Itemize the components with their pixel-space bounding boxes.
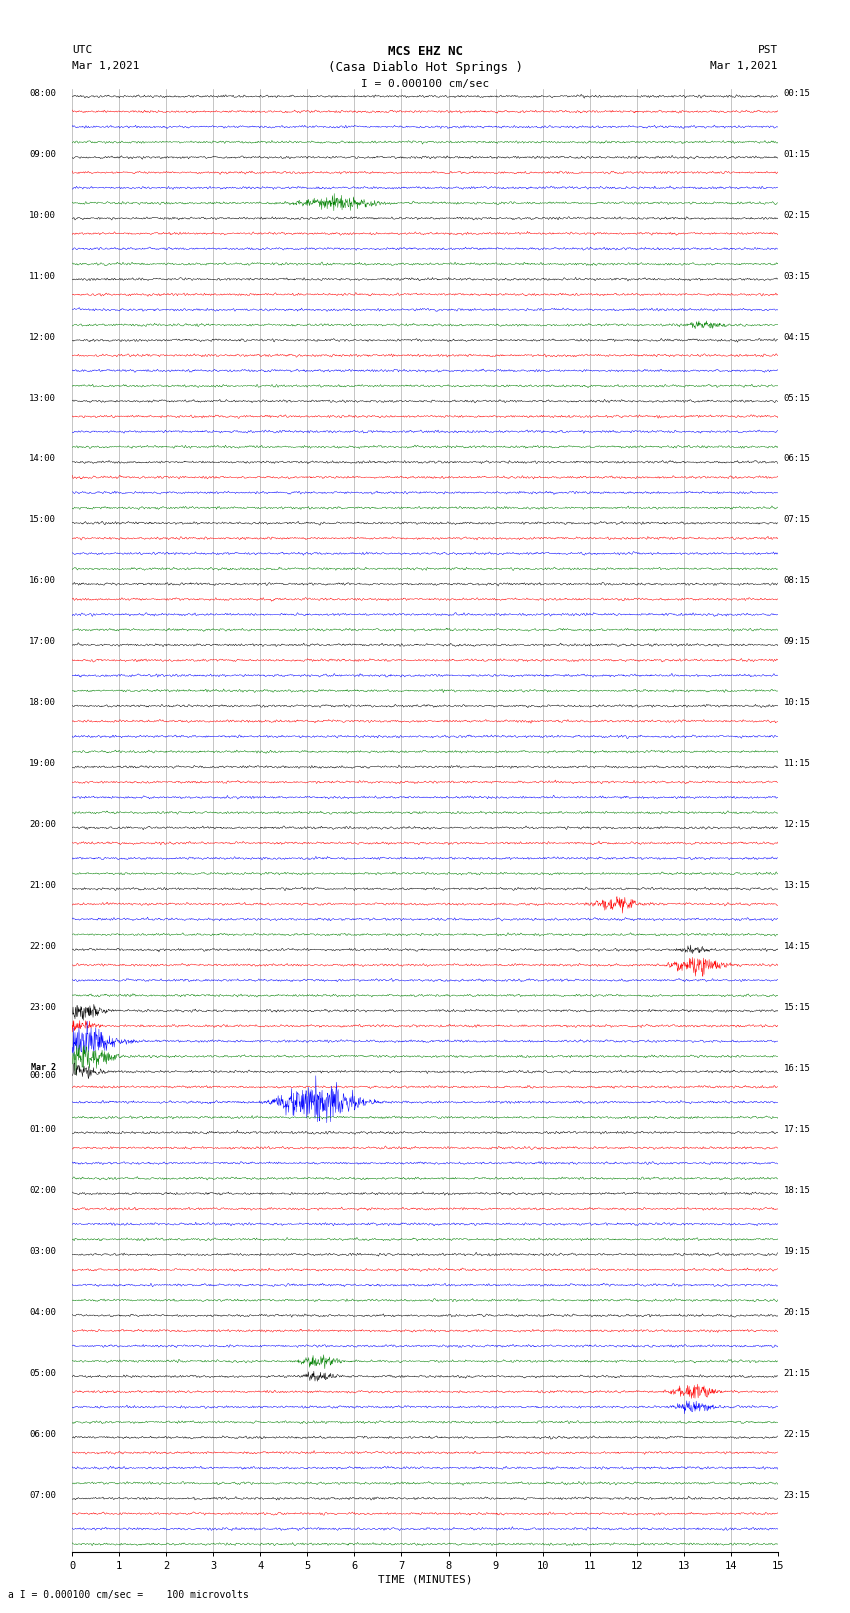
Text: 23:15: 23:15 [784, 1490, 810, 1500]
Text: 16:00: 16:00 [29, 576, 56, 586]
Text: 14:00: 14:00 [29, 455, 56, 463]
Text: 05:00: 05:00 [29, 1369, 56, 1378]
Text: 03:15: 03:15 [784, 271, 810, 281]
Text: 02:00: 02:00 [29, 1186, 56, 1195]
Text: 20:15: 20:15 [784, 1308, 810, 1316]
Text: 00:00: 00:00 [29, 1071, 56, 1079]
Text: (Casa Diablo Hot Springs ): (Casa Diablo Hot Springs ) [327, 61, 523, 74]
Text: 11:15: 11:15 [784, 760, 810, 768]
Text: 22:00: 22:00 [29, 942, 56, 952]
Text: 10:00: 10:00 [29, 211, 56, 219]
Text: PST: PST [757, 45, 778, 55]
Text: 06:15: 06:15 [784, 455, 810, 463]
Text: 13:15: 13:15 [784, 881, 810, 890]
Text: 08:00: 08:00 [29, 89, 56, 98]
Text: 21:15: 21:15 [784, 1369, 810, 1378]
Text: 01:15: 01:15 [784, 150, 810, 158]
Text: 16:15: 16:15 [784, 1065, 810, 1073]
Text: 22:15: 22:15 [784, 1429, 810, 1439]
Text: I = 0.000100 cm/sec: I = 0.000100 cm/sec [361, 79, 489, 89]
Text: 21:00: 21:00 [29, 881, 56, 890]
X-axis label: TIME (MINUTES): TIME (MINUTES) [377, 1574, 473, 1586]
Text: MCS EHZ NC: MCS EHZ NC [388, 45, 462, 58]
Text: 04:00: 04:00 [29, 1308, 56, 1316]
Text: 07:00: 07:00 [29, 1490, 56, 1500]
Text: 09:15: 09:15 [784, 637, 810, 647]
Text: Mar 2: Mar 2 [31, 1063, 56, 1073]
Text: 15:00: 15:00 [29, 516, 56, 524]
Text: 02:15: 02:15 [784, 211, 810, 219]
Text: 14:15: 14:15 [784, 942, 810, 952]
Text: UTC: UTC [72, 45, 93, 55]
Text: 20:00: 20:00 [29, 821, 56, 829]
Text: 17:15: 17:15 [784, 1124, 810, 1134]
Text: Mar 1,2021: Mar 1,2021 [711, 61, 778, 71]
Text: 10:15: 10:15 [784, 698, 810, 706]
Text: 06:00: 06:00 [29, 1429, 56, 1439]
Text: 18:00: 18:00 [29, 698, 56, 706]
Text: 00:15: 00:15 [784, 89, 810, 98]
Text: 12:15: 12:15 [784, 821, 810, 829]
Text: 18:15: 18:15 [784, 1186, 810, 1195]
Text: 12:00: 12:00 [29, 332, 56, 342]
Text: 09:00: 09:00 [29, 150, 56, 158]
Text: 11:00: 11:00 [29, 271, 56, 281]
Text: 08:15: 08:15 [784, 576, 810, 586]
Text: 15:15: 15:15 [784, 1003, 810, 1011]
Text: 19:00: 19:00 [29, 760, 56, 768]
Text: 19:15: 19:15 [784, 1247, 810, 1257]
Text: 13:00: 13:00 [29, 394, 56, 403]
Text: 23:00: 23:00 [29, 1003, 56, 1011]
Text: 05:15: 05:15 [784, 394, 810, 403]
Text: 17:00: 17:00 [29, 637, 56, 647]
Text: 01:00: 01:00 [29, 1124, 56, 1134]
Text: 07:15: 07:15 [784, 516, 810, 524]
Text: Mar 1,2021: Mar 1,2021 [72, 61, 139, 71]
Text: 04:15: 04:15 [784, 332, 810, 342]
Text: 03:00: 03:00 [29, 1247, 56, 1257]
Text: a I = 0.000100 cm/sec =    100 microvolts: a I = 0.000100 cm/sec = 100 microvolts [8, 1590, 249, 1600]
